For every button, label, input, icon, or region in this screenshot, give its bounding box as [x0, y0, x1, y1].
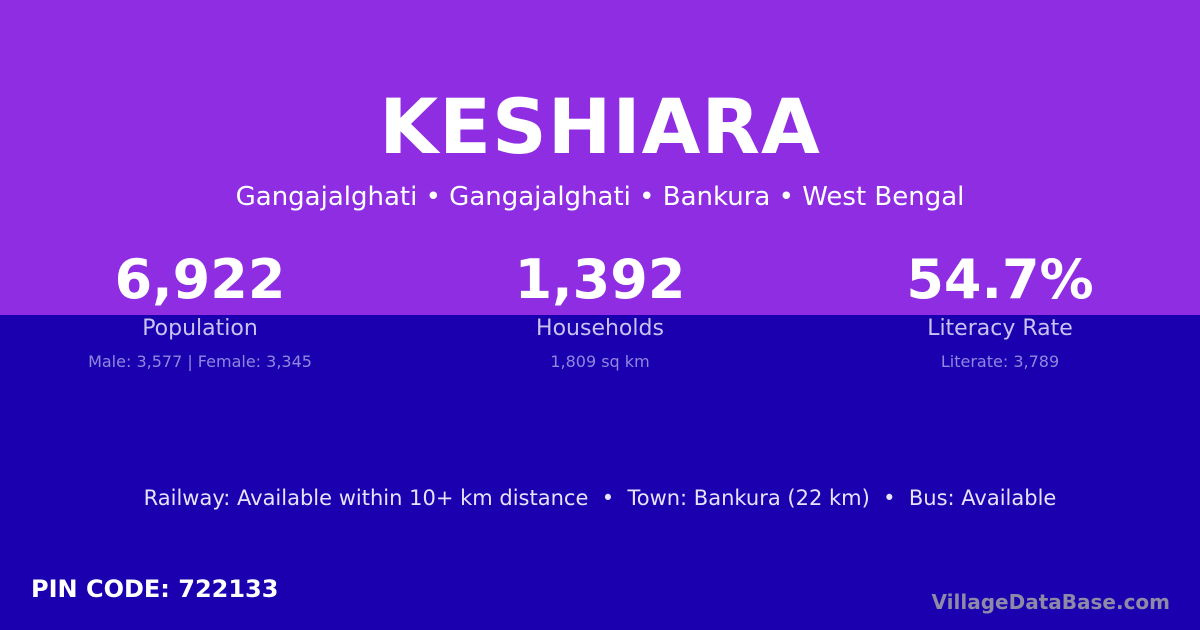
location-breadcrumb: Gangajalghati • Gangajalghati • Bankura … [235, 182, 965, 212]
bottom-background [0, 315, 1200, 630]
stat-detail: Male: 3,577 | Female: 3,345 [88, 352, 312, 371]
stat-literacy: 54.7% Literacy Rate Literate: 3,789 [800, 248, 1200, 371]
stat-population: 6,922 Population Male: 3,577 | Female: 3… [0, 248, 400, 371]
stat-value: 6,922 [114, 248, 286, 311]
village-title: KESHIARA [379, 82, 821, 171]
stat-label: Population [142, 316, 258, 341]
stat-label: Households [536, 316, 664, 341]
stat-value: 54.7% [906, 248, 1094, 311]
stat-label: Literacy Rate [927, 316, 1073, 341]
stat-detail: Literate: 3,789 [940, 352, 1060, 371]
stat-households: 1,392 Households 1,809 sq km [400, 248, 800, 371]
transport-info: Railway: Available within 10+ km distanc… [143, 486, 1057, 510]
brand-watermark: VillageDataBase.com [931, 590, 1170, 614]
stat-value: 1,392 [514, 248, 686, 311]
top-background [0, 0, 1200, 315]
stat-detail: 1,809 sq km [550, 352, 650, 371]
pin-code: PIN CODE: 722133 [31, 575, 279, 603]
